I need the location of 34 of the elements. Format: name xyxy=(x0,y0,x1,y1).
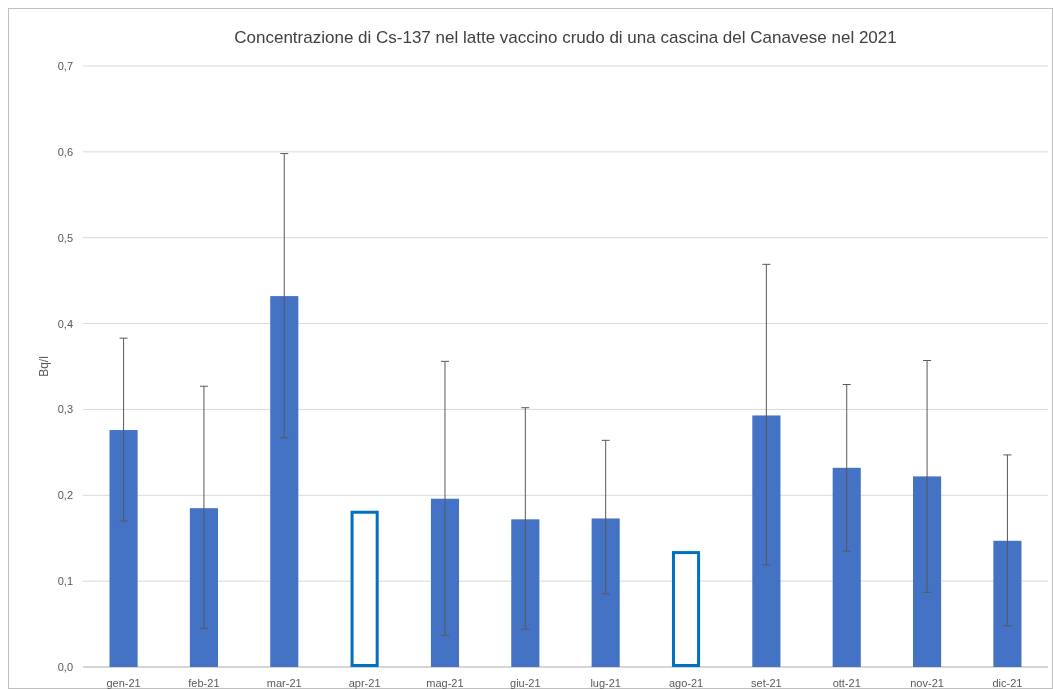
x-tick-label: mar-21 xyxy=(266,677,302,689)
x-tick-label: apr-21 xyxy=(348,677,381,689)
x-tick-label: set-21 xyxy=(751,677,782,689)
y-tick-label: 0,2 xyxy=(57,489,73,502)
bar xyxy=(832,467,861,667)
y-tick-label: 0,7 xyxy=(57,60,73,72)
x-tick-label: feb-21 xyxy=(188,677,220,689)
bar xyxy=(511,519,540,667)
bar xyxy=(109,430,138,667)
x-tick-label: giu-21 xyxy=(510,677,541,689)
y-tick-label: 0,5 xyxy=(57,231,73,244)
x-tick-label: ott-21 xyxy=(832,677,861,689)
bar xyxy=(671,551,701,667)
y-tick-label: 0,6 xyxy=(57,145,73,158)
y-axis-title: Bq/l xyxy=(37,356,51,377)
x-tick-label: mag-21 xyxy=(426,677,464,689)
bar xyxy=(913,476,942,667)
bar xyxy=(270,296,299,667)
x-tick-label: ago-21 xyxy=(668,677,704,689)
y-tick-label: 0,1 xyxy=(57,575,73,588)
x-tick-label: nov-21 xyxy=(910,677,944,689)
bar xyxy=(189,508,218,667)
x-tick-label: gen-21 xyxy=(106,677,141,689)
bar xyxy=(591,518,620,667)
chart-title: Concentrazione di Cs-137 nel latte vaccino crudo di una cascina del Canavese nel 2021 xyxy=(234,28,897,47)
x-tick-label: dic-21 xyxy=(992,677,1023,689)
bar xyxy=(993,540,1022,667)
bar xyxy=(430,498,460,667)
x-tick-label: lug-21 xyxy=(590,677,621,689)
y-tick-label: 0,0 xyxy=(57,661,73,673)
y-tick-label: 0,4 xyxy=(57,317,73,330)
bar xyxy=(752,415,781,667)
bar xyxy=(350,510,379,667)
y-tick-label: 0,3 xyxy=(57,403,73,416)
